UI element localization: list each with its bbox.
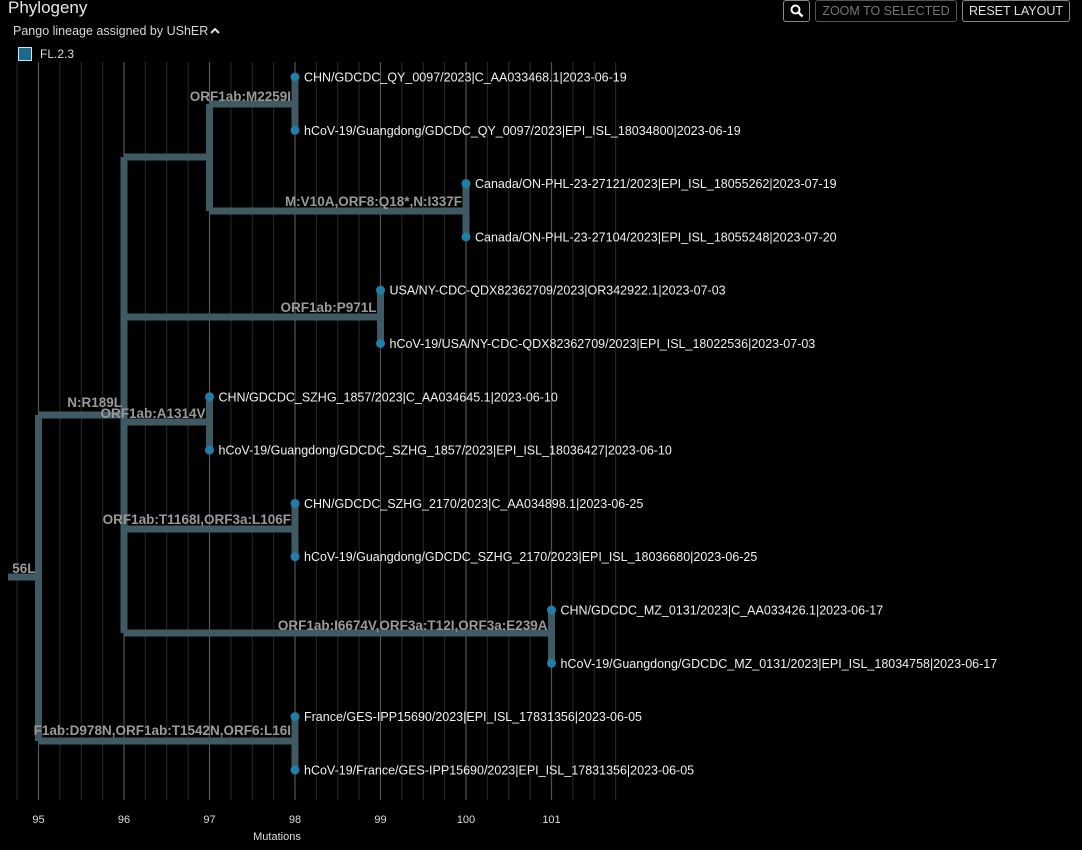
tip-node[interactable]	[205, 392, 214, 402]
tip-node[interactable]	[461, 232, 471, 242]
chevron-up-icon	[210, 27, 220, 34]
tip-label[interactable]: hCoV-19/Guangdong/GDCDC_MZ_0131/2023|EPI…	[561, 657, 998, 671]
tip-node[interactable]	[376, 339, 385, 348]
tip-label[interactable]: CHN/GDCDC_SZHG_2170/2023|C_AA034898.1|20…	[304, 497, 643, 511]
mutation-label: 56L	[12, 561, 35, 576]
reset-layout-button[interactable]: RESET LAYOUT	[962, 0, 1070, 22]
tip-label[interactable]: hCoV-19/France/GES-IPP15690/2023|EPI_ISL…	[304, 763, 694, 777]
legend-item[interactable]: FL.2.3	[18, 47, 74, 61]
axis-tick-label: 100	[457, 814, 475, 826]
tip-node[interactable]	[376, 285, 385, 295]
tip-label[interactable]: hCoV-19/USA/NY-CDC-QDX82362709/2023|EPI_…	[390, 337, 816, 351]
tip-label[interactable]: CHN/GDCDC_QY_0097/2023|C_AA033468.1|2023…	[304, 71, 627, 85]
color-by-label: Pango lineage assigned by UShER	[13, 24, 209, 38]
tip-node[interactable]	[461, 179, 471, 189]
mutation-label: M:V10A,ORF8:Q18*,N:I337F	[285, 194, 462, 209]
axis-tick-label: 99	[374, 814, 386, 826]
legend-label: FL.2.3	[40, 47, 75, 61]
tip-label[interactable]: France/GES-IPP15690/2023|EPI_ISL_1783135…	[304, 710, 642, 724]
tip-node[interactable]	[547, 658, 556, 668]
mutation-label: F1ab:D978N,ORF1ab:T1542N,ORF6:L16I	[34, 723, 291, 738]
tip-label[interactable]: hCoV-19/Guangdong/GDCDC_SZHG_2170/2023|E…	[304, 550, 757, 564]
panel-title: Phylogeny	[8, 0, 88, 17]
mutation-label: ORF1ab:M2259I	[190, 89, 291, 104]
tip-label[interactable]: USA/NY-CDC-QDX82362709/2023|OR342922.1|2…	[390, 284, 726, 298]
tip-label[interactable]: hCoV-19/Guangdong/GDCDC_SZHG_1857/2023|E…	[219, 444, 672, 458]
mutation-label: ORF1ab:A1314V	[100, 406, 205, 421]
mutation-label: ORF1ab:T1168I,ORF3a:L106F	[103, 512, 291, 527]
tip-label[interactable]: CHN/GDCDC_MZ_0131/2023|C_AA033426.1|2023…	[561, 604, 884, 618]
tip-label[interactable]: Canada/ON-PHL-23-27104/2023|EPI_ISL_1805…	[475, 230, 837, 244]
zoom-to-selected-button[interactable]: ZOOM TO SELECTED	[815, 0, 957, 22]
zoom-search-button[interactable]	[783, 0, 810, 22]
mutation-label: ORF1ab:P971L	[280, 300, 376, 315]
legend-swatch	[18, 47, 32, 61]
tip-node[interactable]	[290, 498, 300, 508]
tip-node[interactable]	[290, 125, 300, 135]
tip-node[interactable]	[547, 605, 556, 615]
axis-tick-label: 96	[118, 814, 130, 826]
tip-node[interactable]	[290, 552, 300, 562]
tip-node[interactable]	[205, 445, 214, 455]
tip-label[interactable]: hCoV-19/Guangdong/GDCDC_QY_0097/2023|EPI…	[304, 124, 741, 138]
axis-tick-label: 95	[32, 814, 44, 826]
mutation-label: N:R189L	[67, 395, 122, 410]
tip-node[interactable]	[290, 765, 300, 775]
tip-node[interactable]	[290, 72, 300, 82]
axis-tick-label: 101	[542, 814, 560, 826]
axis-tick-label: 98	[289, 814, 301, 826]
magnifier-icon	[790, 4, 803, 18]
tip-node[interactable]	[290, 712, 300, 722]
color-by-selector[interactable]: Pango lineage assigned by UShER	[13, 24, 220, 38]
tip-label[interactable]: Canada/ON-PHL-23-27121/2023|EPI_ISL_1805…	[475, 177, 837, 191]
mutation-label: ORF1ab:I6674V,ORF3a:T12I,ORF3a:E239A	[278, 618, 548, 633]
tip-label[interactable]: CHN/GDCDC_SZHG_1857/2023|C_AA034645.1|20…	[219, 390, 558, 404]
axis-title: Mutations	[253, 831, 301, 843]
axis-tick-label: 97	[203, 814, 215, 826]
